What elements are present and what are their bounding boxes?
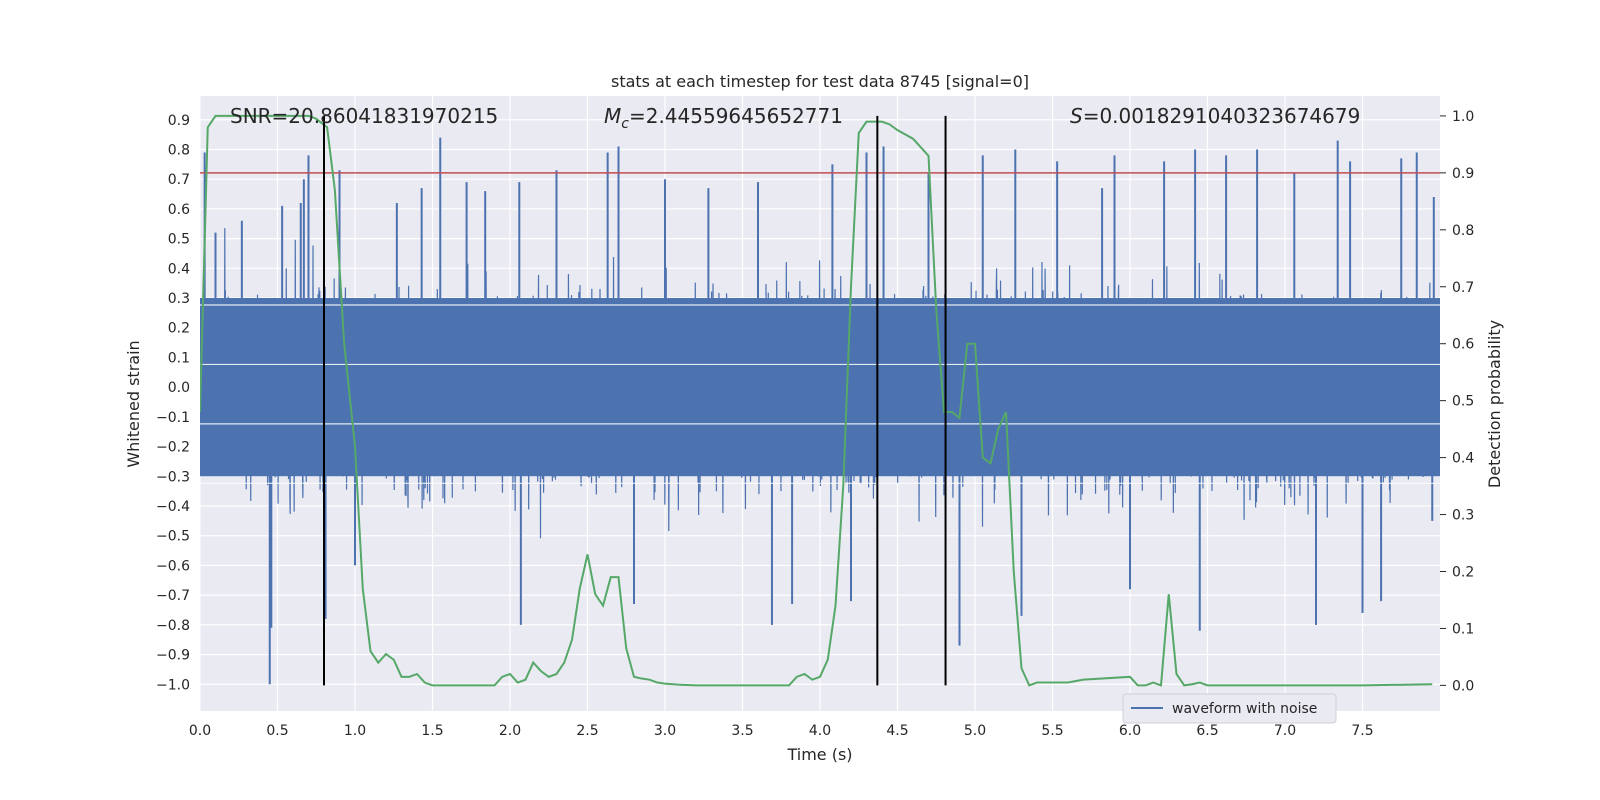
legend-label: waveform with noise — [1172, 701, 1317, 717]
chirp-mass-annotation: Mc=2.44559645652771 — [604, 104, 843, 132]
x-axis-ticks: 0.0 0.5 1.0 1.5 2.0 2.5 3.0 3.5 4.0 4.5 5.0 5.5 6.0 6… — [189, 723, 1374, 739]
x-axis-label: Time (s) — [786, 745, 852, 764]
chirp-mass-symbol: M — [604, 104, 621, 128]
y2-tick-label: 0.8 — [1452, 223, 1474, 239]
y-tick-label: 0.4 — [168, 261, 190, 277]
x-tick-label: 5.5 — [1041, 723, 1063, 739]
chart-title: stats at each timestep for test data 874… — [611, 72, 1029, 91]
y2-tick-label: 0.5 — [1452, 394, 1474, 410]
y2-tick-label: 0.4 — [1452, 451, 1474, 467]
x-tick-label: 3.0 — [654, 723, 676, 739]
y-tick-label: −0.2 — [156, 440, 190, 456]
x-tick-label: 4.5 — [886, 723, 908, 739]
x-tick-label: 4.0 — [809, 723, 831, 739]
y-tick-label: 0.7 — [168, 172, 190, 188]
x-tick-label: 7.0 — [1274, 723, 1296, 739]
y-tick-label: −0.3 — [156, 469, 190, 485]
y-tick-label: 0.8 — [168, 142, 190, 158]
y-tick-label: −0.4 — [156, 499, 190, 515]
waveform-series — [200, 137, 1440, 685]
y2-tick-label: 0.2 — [1452, 564, 1474, 580]
s-symbol: S — [1070, 104, 1083, 128]
y-tick-label: 0.2 — [168, 321, 190, 337]
legend-box — [1122, 693, 1337, 724]
y-tick-label: −0.7 — [156, 588, 190, 604]
y-tick-label: −0.1 — [156, 410, 190, 426]
detection-probability-line — [200, 114, 1433, 687]
s-annotation: S=0.0018291040323674679 — [1070, 104, 1360, 128]
y-axis-label: Whitened strain — [124, 340, 143, 467]
y-tick-label: 0.6 — [168, 202, 190, 218]
y-tick-label: −1.0 — [156, 677, 190, 693]
y2-tick-label: 0.3 — [1452, 508, 1474, 524]
overlay-lines — [200, 114, 1440, 687]
y-tick-label: −0.8 — [156, 618, 190, 634]
y-tick-label: −0.5 — [156, 529, 190, 545]
x-tick-label: 0.0 — [189, 723, 211, 739]
x-tick-label: 0.5 — [266, 723, 288, 739]
y2-tick-label: 0.1 — [1452, 621, 1474, 637]
chirp-mass-value: =2.44559645652771 — [629, 104, 843, 128]
x-tick-label: 6.0 — [1119, 723, 1141, 739]
x-tick-label: 2.5 — [576, 723, 598, 739]
x-tick-label: 6.5 — [1196, 723, 1218, 739]
s-value: =0.0018291040323674679 — [1083, 104, 1361, 128]
y-tick-label: 0.5 — [168, 232, 190, 248]
y2-axis-label: Detection probability — [1485, 320, 1504, 488]
y2-tick-label: 0.6 — [1452, 337, 1474, 353]
x-tick-label: 2.0 — [499, 723, 521, 739]
y2-tick-label: 0.9 — [1452, 166, 1474, 182]
y-tick-label: −0.6 — [156, 558, 190, 574]
x-tick-label: 3.5 — [731, 723, 753, 739]
x-tick-label: 1.5 — [421, 723, 443, 739]
y-tick-label: 0.3 — [168, 291, 190, 307]
y2-tick-label: 0.0 — [1452, 678, 1474, 694]
y2-tick-label: 0.7 — [1452, 280, 1474, 296]
snr-annotation: SNR=20.86041831970215 — [230, 104, 498, 128]
x-tick-label: 7.5 — [1351, 723, 1373, 739]
waveform-dense-band — [200, 298, 1440, 477]
y-tick-label: −0.9 — [156, 648, 190, 664]
y2-tick-label: 1.0 — [1452, 109, 1474, 125]
x-tick-label: 1.0 — [344, 723, 366, 739]
y-tick-label: 0.1 — [168, 350, 190, 366]
y-tick-label: 0.0 — [168, 380, 190, 396]
y-tick-label: 0.9 — [168, 113, 190, 129]
y2-axis-ticks: 1.0 0.9 0.8 0.7 0.6 0.5 0.4 0.3 0.2 0.1 0.0 — [1440, 109, 1474, 694]
chirp-mass-subscript: c — [621, 116, 629, 132]
x-tick-label: 5.0 — [964, 723, 986, 739]
legend: waveform with noise — [1122, 693, 1337, 724]
y-axis-ticks: 0.9 0.8 0.7 0.6 0.5 0.4 0.3 0.2 0.1 0.0 −0.1 −0.2 −0… — [156, 113, 190, 693]
